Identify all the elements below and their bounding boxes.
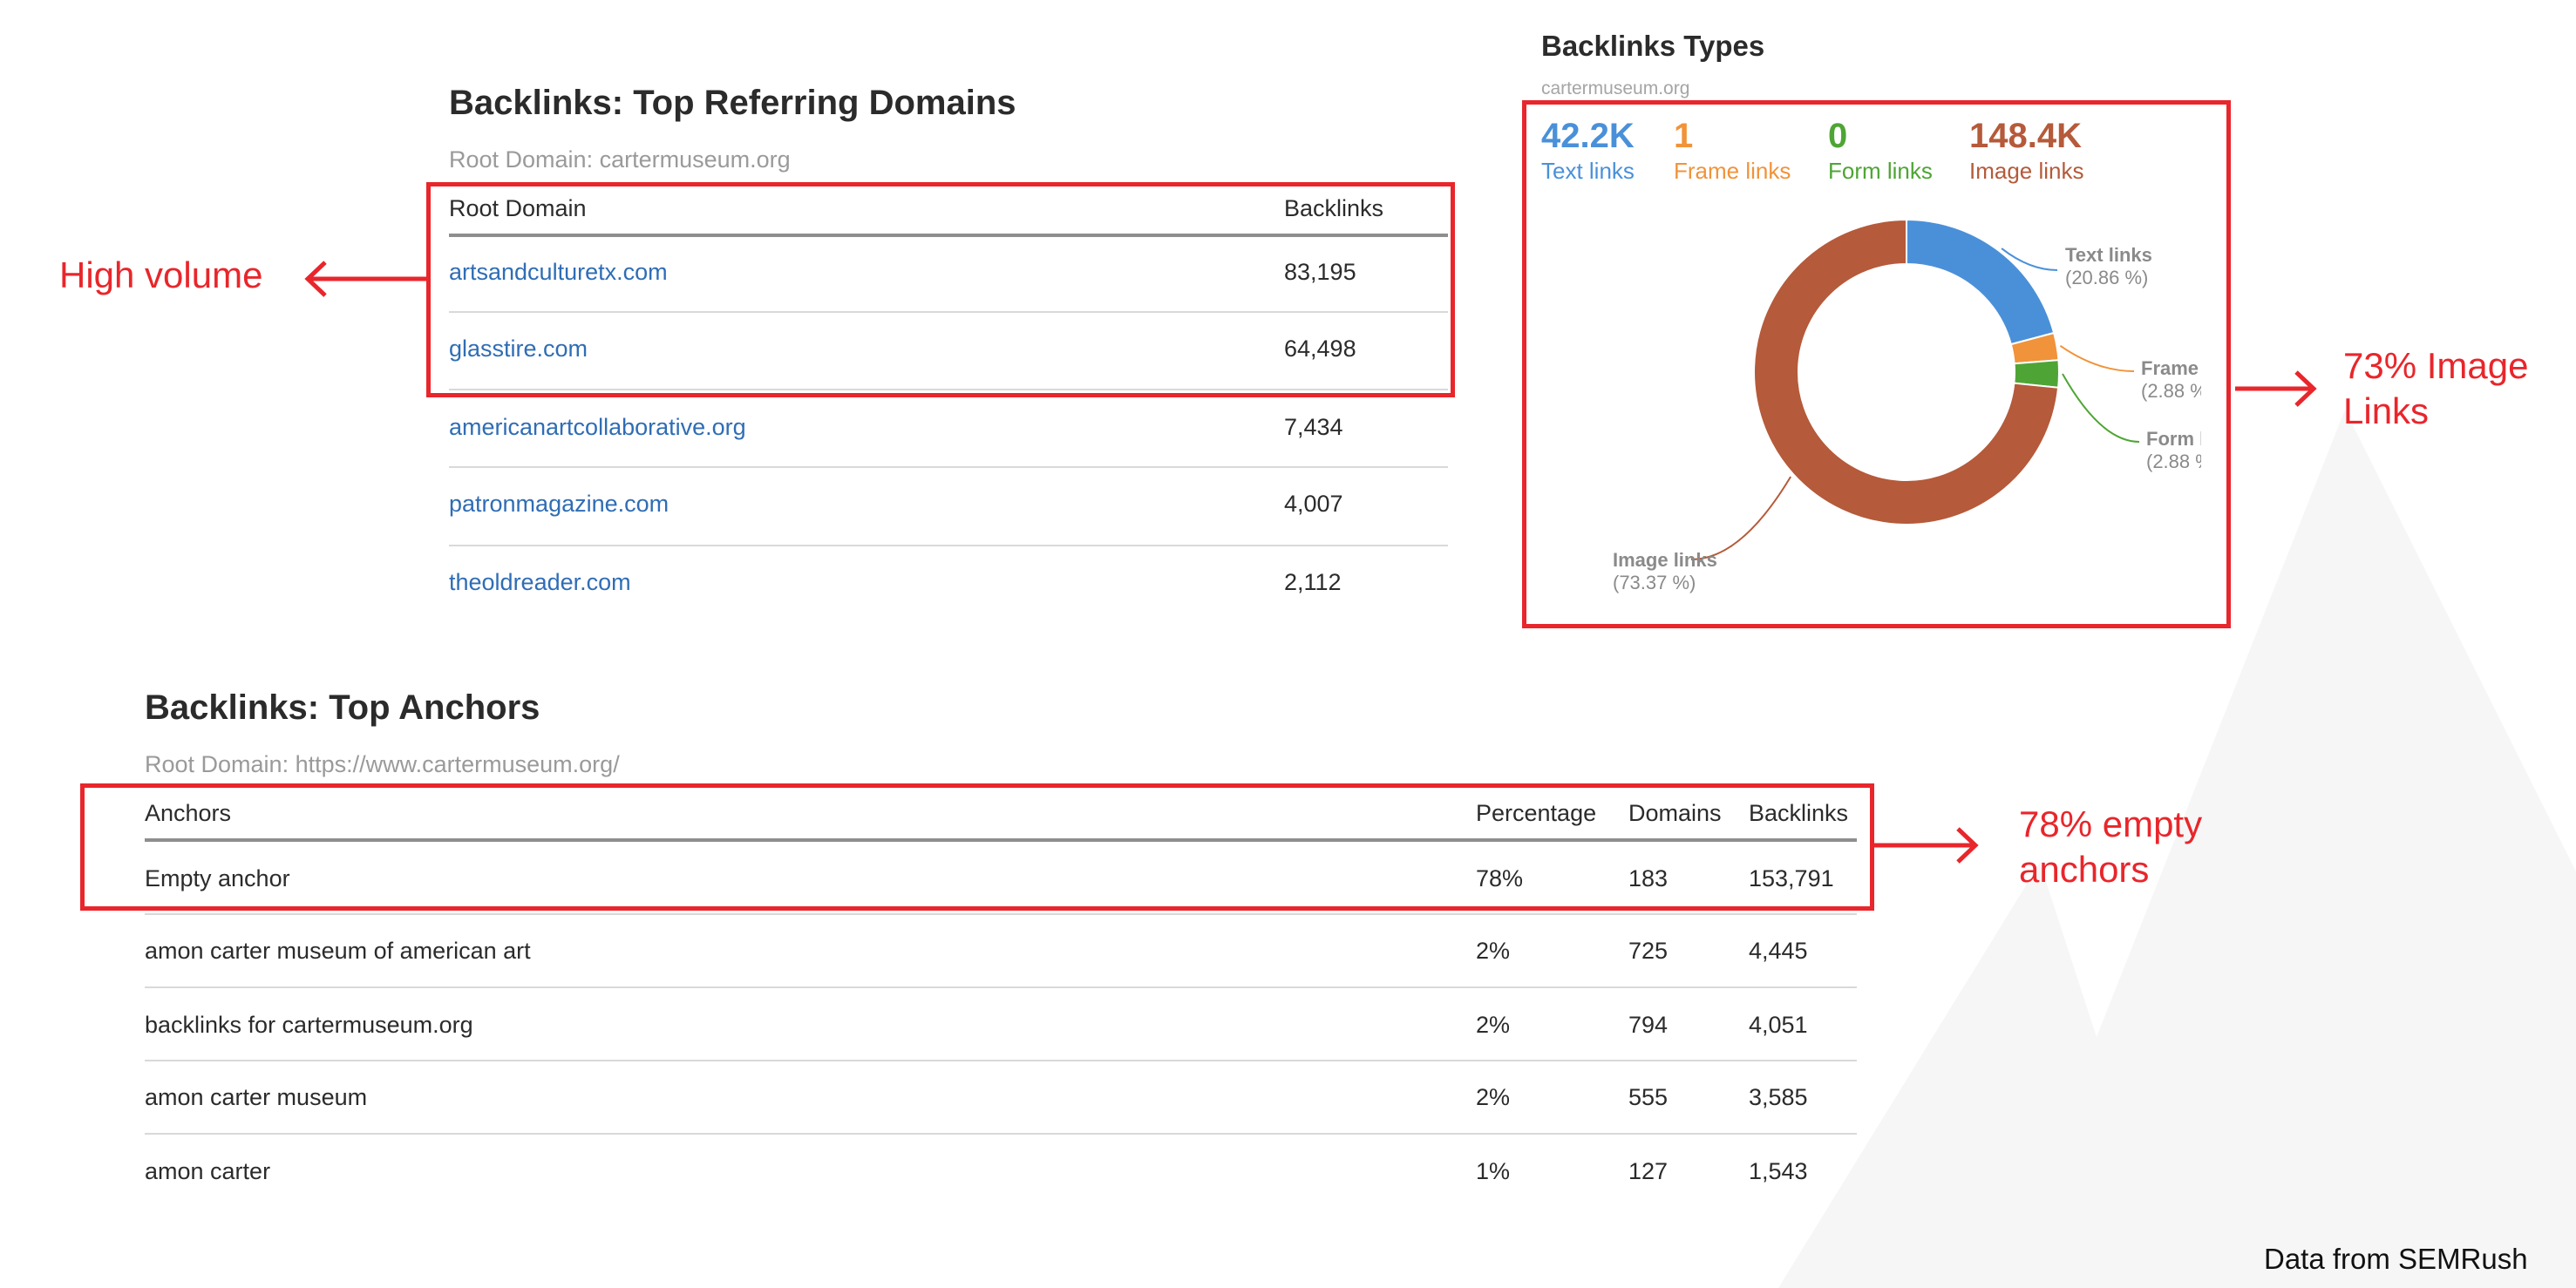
slice-percent: (2.88 % <box>2146 451 2201 472</box>
slice-percent: (73.37 %) <box>1613 572 1696 593</box>
slice-percent: (20.86 %) <box>2065 267 2148 288</box>
stat-text-links: 42.2K Text links <box>1541 117 1635 185</box>
leader-line <box>2059 344 2135 372</box>
anchor-text: amon carter museum of american art <box>145 938 531 964</box>
column-header-root-domain: Root Domain <box>449 195 587 221</box>
header-rule <box>449 234 1448 237</box>
header-rule <box>145 838 1857 842</box>
top-anchors-title: Backlinks: Top Anchors <box>145 688 540 727</box>
row-divider <box>145 986 1857 988</box>
stat-image-links: 148.4K Image links <box>1969 117 2084 185</box>
backlinks-value: 2,112 <box>1284 569 1342 595</box>
stat-label: Form links <box>1828 158 1933 184</box>
column-header-domains: Domains <box>1628 800 1722 826</box>
backlinks-value: 4,051 <box>1749 1012 1808 1038</box>
slice-label: Form l <box>2146 428 2201 450</box>
referring-domains-title: Backlinks: Top Referring Domains <box>449 84 1016 122</box>
backlinks-types-title: Backlinks Types <box>1541 30 1765 62</box>
slice-label: Text links <box>2065 244 2152 266</box>
highlight-box-empty-anchor <box>80 783 1874 911</box>
percentage-value: 2% <box>1476 1084 1511 1110</box>
table-row: theoldreader.com <box>449 569 631 596</box>
backlinks-value: 153,791 <box>1749 865 1834 891</box>
backlinks-value: 7,434 <box>1284 414 1343 440</box>
stat-label: Text links <box>1541 158 1635 184</box>
domains-value: 555 <box>1628 1084 1669 1110</box>
column-header-backlinks: Backlinks <box>1284 195 1384 221</box>
stat-value: 42.2K <box>1541 117 1635 155</box>
percentage-value: 2% <box>1476 1012 1511 1038</box>
domain-link[interactable]: glasstire.com <box>449 336 588 362</box>
top-anchors-subtitle: Root Domain: https://www.cartermuseum.or… <box>145 751 620 777</box>
annotation-line: anchors <box>2019 849 2150 890</box>
backlinks-value: 4,445 <box>1749 938 1808 964</box>
annotation-image-links: 73% Image Links <box>2343 343 2528 434</box>
stat-frame-links: 1 Frame links <box>1674 117 1791 185</box>
domains-value: 183 <box>1628 865 1669 891</box>
leader-line <box>2001 247 2058 271</box>
backlinks-value: 1,543 <box>1749 1158 1808 1184</box>
backlinks-value: 64,498 <box>1284 336 1356 362</box>
slice-label: Frame <box>2141 357 2199 379</box>
domain-link[interactable]: artsandculturetx.com <box>449 259 668 285</box>
stat-form-links: 0 Form links <box>1828 117 1933 185</box>
donut-chart-container: Text links (20.86 %) Frame (2.88 % Form l (2.… <box>1534 218 2201 610</box>
stat-value: 1 <box>1674 117 1694 155</box>
highlight-box-backlink-types <box>1522 100 2231 628</box>
arrow-right-icon <box>2235 370 2317 407</box>
row-divider <box>145 1060 1857 1061</box>
slice-label: Image links <box>1613 549 1717 571</box>
row-divider <box>449 311 1448 313</box>
annotation-line: Links <box>2343 390 2430 431</box>
backlinks-value: 83,195 <box>1284 259 1356 285</box>
row-divider <box>145 913 1857 915</box>
leader-line <box>2062 373 2140 443</box>
stat-label: Frame links <box>1674 158 1791 184</box>
column-header-anchors: Anchors <box>145 800 232 826</box>
anchor-text: amon carter museum <box>145 1084 368 1110</box>
column-header-percentage: Percentage <box>1476 800 1597 826</box>
row-divider <box>145 1133 1857 1135</box>
arrow-left-icon <box>304 261 430 297</box>
backlinks-value: 3,585 <box>1749 1084 1808 1110</box>
annotation-line: 73% Image <box>2343 345 2529 386</box>
column-header-backlinks: Backlinks <box>1749 800 1849 826</box>
percentage-value: 78% <box>1476 865 1524 891</box>
donut-slice-image-links[interactable] <box>1753 218 2060 525</box>
backlinks-types-subtitle: cartermuseum.org <box>1541 78 1690 98</box>
table-row: glasstire.com <box>449 336 588 363</box>
donut-chart: Text links(20.86 %)Frame(2.88 %Form l(2.… <box>1613 218 2201 593</box>
annotation-empty-anchors: 78% empty anchors <box>2019 802 2202 892</box>
stat-value: 0 <box>1828 117 1848 155</box>
backlinks-value: 4,007 <box>1284 491 1343 517</box>
domain-link[interactable]: theoldreader.com <box>449 569 631 595</box>
domains-value: 794 <box>1628 1012 1669 1038</box>
stat-label: Image links <box>1969 158 2084 184</box>
arrow-right-icon <box>1874 827 1979 864</box>
table-row: artsandculturetx.com <box>449 259 668 286</box>
domain-link[interactable]: patronmagazine.com <box>449 491 669 517</box>
highlight-box-top-domains <box>426 182 1455 397</box>
row-divider <box>449 545 1448 546</box>
percentage-value: 2% <box>1476 938 1511 964</box>
anchor-text: amon carter <box>145 1158 271 1184</box>
table-row: patronmagazine.com <box>449 491 669 518</box>
annotation-high-volume: High volume <box>59 254 263 295</box>
annotation-line: 78% empty <box>2019 803 2203 844</box>
domain-link[interactable]: americanartcollaborative.org <box>449 414 746 440</box>
domains-value: 725 <box>1628 938 1669 964</box>
domains-value: 127 <box>1628 1158 1669 1184</box>
referring-domains-subtitle: Root Domain: cartermuseum.org <box>449 146 791 173</box>
row-divider <box>449 466 1448 468</box>
leader-line <box>1690 476 1792 560</box>
table-row: americanartcollaborative.org <box>449 414 746 441</box>
percentage-value: 1% <box>1476 1158 1511 1184</box>
slice-percent: (2.88 % <box>2141 380 2201 402</box>
anchor-text: Empty anchor <box>145 865 290 891</box>
data-source: Data from SEMRush <box>2264 1243 2528 1275</box>
anchor-text: backlinks for cartermuseum.org <box>145 1012 473 1038</box>
row-divider <box>449 389 1448 390</box>
stat-value: 148.4K <box>1969 117 2082 155</box>
